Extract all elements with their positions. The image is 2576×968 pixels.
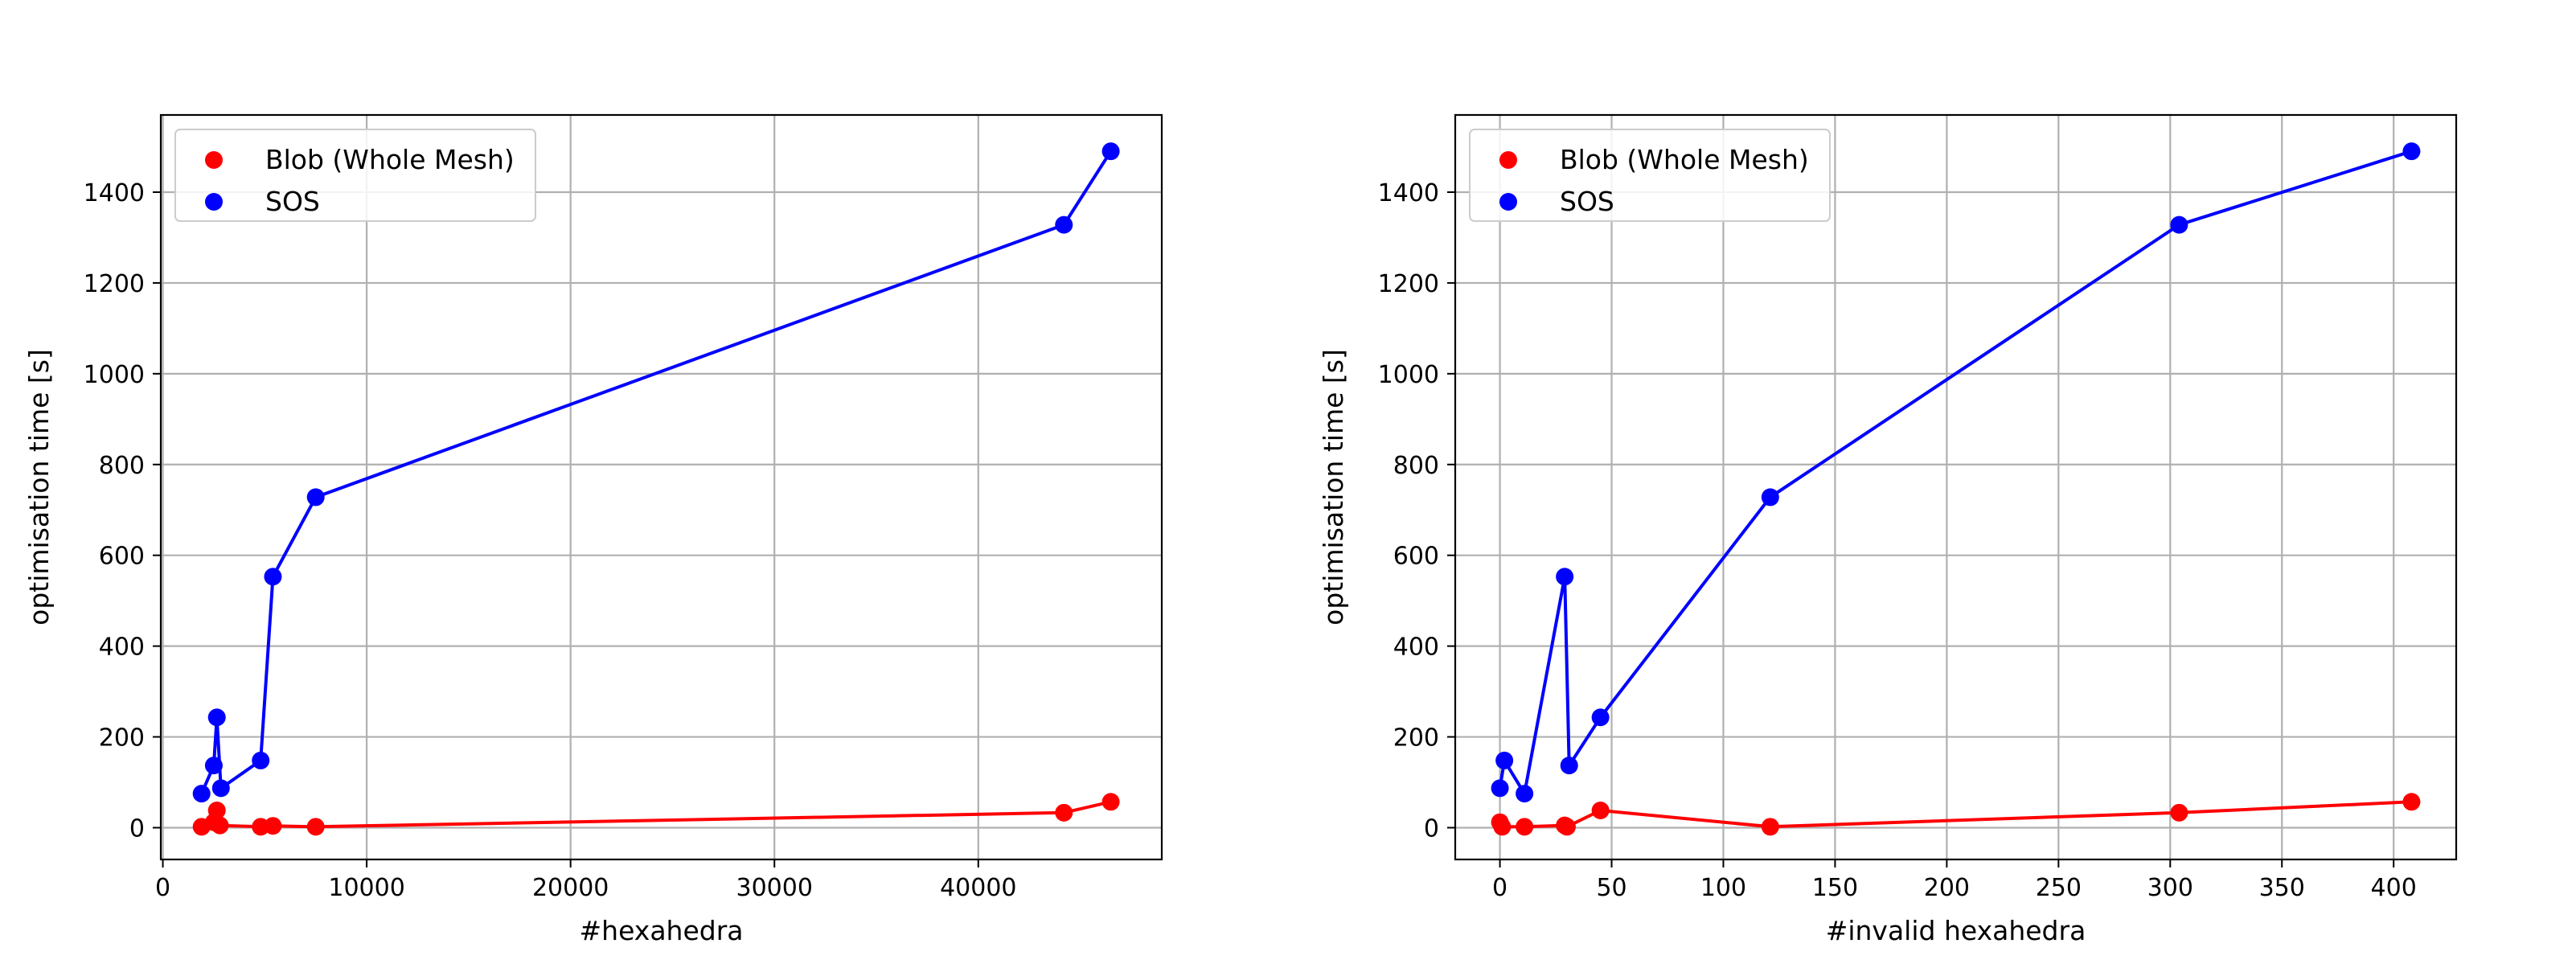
y-tick-label: 0	[129, 814, 145, 843]
data-point-blob	[1557, 818, 1576, 836]
data-point-sos	[1491, 779, 1509, 798]
y-axis-label: optimisation time [s]	[1318, 349, 1349, 626]
data-point-sos	[1591, 708, 1610, 727]
legend: Blob (Whole Mesh) SOS	[174, 129, 536, 222]
x-tick-label: 50	[1596, 874, 1626, 902]
x-tick-label: 20000	[532, 874, 609, 902]
x-tick-label: 350	[2259, 874, 2305, 902]
series-line-blob	[1498, 800, 2412, 829]
data-point-sos	[204, 757, 223, 775]
y-tick-label: 800	[99, 452, 145, 480]
data-point-sos	[2402, 142, 2421, 161]
legend-label-sos: SOS	[1560, 186, 1614, 217]
series-line-sos	[1498, 150, 2413, 798]
axes-frame	[1454, 113, 2458, 861]
y-tick-label: 600	[99, 543, 145, 571]
data-point-sos	[1556, 568, 1574, 586]
data-point-sos	[1516, 785, 1534, 803]
x-tick-label: 0	[155, 874, 170, 902]
legend-label-sos: SOS	[265, 186, 320, 217]
data-point-blob	[306, 818, 325, 836]
y-tick-label: 1400	[1378, 179, 1439, 207]
y-tick-label: 400	[1393, 634, 1439, 662]
x-tick-label: 0	[1492, 874, 1507, 902]
data-point-sos	[207, 708, 226, 727]
data-point-blob	[2402, 793, 2421, 811]
x-axis-label: #hexahedra	[580, 915, 744, 946]
y-tick-label: 200	[1393, 724, 1439, 753]
data-point-blob	[211, 816, 229, 835]
y-tick-label: 1200	[84, 270, 145, 298]
data-point-blob	[1055, 803, 1073, 822]
legend-marker-sos	[1499, 193, 1517, 211]
y-tick-label: 800	[1393, 452, 1439, 480]
legend-box	[174, 129, 536, 222]
x-tick-label: 400	[2371, 874, 2417, 902]
y-tick-label: 200	[99, 724, 145, 753]
data-point-blob	[1591, 802, 1610, 820]
legend-box	[1469, 129, 1831, 222]
y-axis-label: optimisation time [s]	[23, 349, 55, 626]
y-tick-label: 1200	[1378, 270, 1439, 298]
data-point-sos	[252, 751, 270, 769]
data-point-sos	[1101, 142, 1120, 161]
data-point-sos	[1495, 751, 1514, 769]
data-point-sos	[1560, 757, 1578, 775]
legend-label-blob: Blob (Whole Mesh)	[265, 144, 515, 175]
x-tick-label: 250	[2036, 874, 2082, 902]
data-point-blob	[207, 802, 226, 820]
axes-frame	[159, 113, 1163, 861]
data-point-blob	[1101, 793, 1120, 811]
y-tick-label: 1400	[84, 179, 145, 207]
y-tick-label: 1000	[1378, 361, 1439, 389]
x-tick-label: 10000	[328, 874, 404, 902]
y-tick-label: 0	[1424, 814, 1439, 843]
data-point-sos	[306, 488, 325, 507]
data-point-blob	[2170, 803, 2188, 822]
data-point-blob	[1516, 818, 1534, 836]
left-chart: 0 10000 20000 30000 40000 0 200 400 600 800 1000 12…	[23, 113, 1163, 946]
data-point-blob	[264, 817, 282, 835]
y-tick-label: 400	[99, 634, 145, 662]
series-line-sos	[199, 150, 1113, 794]
data-point-sos	[1055, 215, 1073, 234]
data-point-blob	[1761, 818, 1779, 836]
x-tick-label: 40000	[940, 874, 1016, 902]
x-tick-label: 300	[2147, 874, 2193, 902]
y-tick-label: 600	[1393, 543, 1439, 571]
series-line-blob	[201, 800, 1112, 829]
x-tick-label: 200	[1924, 874, 1970, 902]
x-tick-label: 30000	[736, 874, 813, 902]
legend-marker-blob	[205, 151, 223, 169]
y-tick-label: 1000	[84, 361, 145, 389]
data-point-sos	[264, 568, 282, 586]
legend: Blob (Whole Mesh) SOS	[1469, 129, 1831, 222]
data-point-sos	[2170, 215, 2188, 234]
data-point-sos	[192, 785, 211, 803]
x-axis-label: #invalid hexahedra	[1826, 915, 2086, 946]
legend-marker-sos	[205, 193, 223, 211]
legend-label-blob: Blob (Whole Mesh)	[1560, 144, 1809, 175]
right-chart: 0 50 100 150 200 250 300 350 400 0 200 400 600 800 100…	[1318, 113, 2458, 946]
data-point-sos	[211, 779, 230, 798]
data-point-sos	[1761, 488, 1779, 507]
x-tick-label: 100	[1700, 874, 1746, 902]
x-tick-label: 150	[1812, 874, 1858, 902]
data-point-blob	[1493, 818, 1512, 836]
legend-marker-blob	[1499, 151, 1517, 169]
